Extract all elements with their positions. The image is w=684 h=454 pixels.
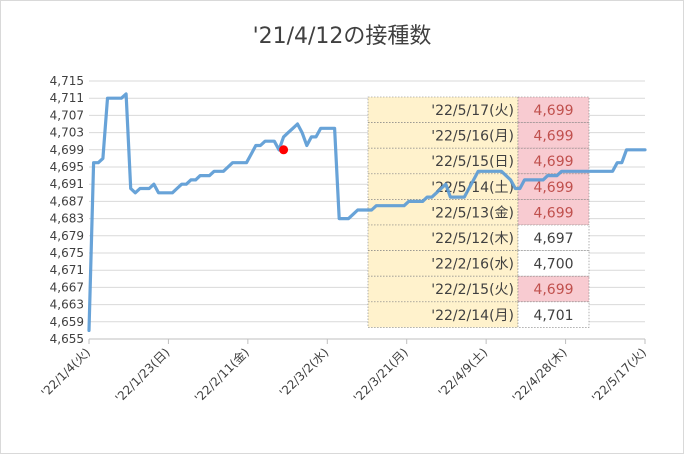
table-date-text: '22/5/13(金) [431,205,514,221]
y-tick-label: 4,691 [50,177,84,191]
y-tick-label: 4,655 [50,332,84,346]
table-date-text: '22/5/16(月) [431,129,514,145]
table-date-cell [367,96,519,123]
y-tick-label: 4,699 [50,143,84,157]
x-tick-label: '22/3/2(水) [277,345,332,400]
x-tick-label: '22/5/17(火) [589,345,649,405]
table-value-text: 4,699 [533,129,573,145]
x-tick-label: '22/2/11(金) [191,345,252,406]
y-tick-label: 4,711 [50,91,84,105]
table-date-text: '22/5/17(火) [431,103,514,119]
y-tick-label: 4,667 [50,280,84,294]
series-line [87,92,647,332]
table-date-cell [367,301,519,328]
table-value-cell [517,173,590,200]
series [87,92,647,332]
table-value-cell [517,199,590,226]
table-date-text: '22/2/14(月) [431,308,514,324]
table-value-text: 4,699 [533,205,573,221]
x-tick-label: '22/4/28(木) [510,345,570,405]
table-date-text: '22/5/14(土) [431,180,514,196]
table-date-text: '22/5/15(日) [431,154,514,170]
table-value-text: 4,700 [533,257,573,273]
table-value-text: 4,699 [533,103,573,119]
y-tick-label: 4,687 [50,194,84,208]
table-value-text: 4,697 [533,231,573,247]
y-tick-label: 4,707 [50,108,84,122]
table-value-cell [517,250,590,277]
x-tick-label: '22/4/9(土) [436,345,491,400]
table-date-cell [367,250,519,277]
table-value-text: 4,701 [533,308,573,324]
y-tick-label: 4,679 [50,229,84,243]
table-date-cell [367,275,519,303]
chart-title: '21/4/12の接種数 [252,24,432,49]
table-date-text: '22/2/16(水) [431,257,514,273]
y-tick-label: 4,695 [50,160,84,174]
x-tick-label: '22/1/4(火) [38,345,93,400]
y-tick-label: 4,703 [50,126,84,140]
y-tick-label: 4,683 [50,212,84,226]
table-date-text: '22/5/12(木) [431,231,514,247]
table-date-text: '22/2/15(火) [431,282,514,298]
x-tick-label: '22/1/23(日) [112,345,172,405]
table-value-text: 4,699 [533,154,573,170]
y-tick-label: 4,659 [50,315,84,329]
x-tick-label: '22/3/21(月) [351,345,411,405]
table-value-text: 4,699 [533,282,573,298]
y-tick-label: 4,715 [50,74,84,88]
table-value-text: 4,699 [533,180,573,196]
highlight-point [279,145,289,155]
y-tick-label: 4,663 [50,298,84,312]
table-date-cell [367,122,519,149]
y-tick-label: 4,675 [50,246,84,260]
y-tick-label: 4,671 [50,263,84,277]
data-table: '22/5/17(火) 4,699 '22/5/16(月) 4,699 '22/5/15… [367,96,590,328]
table-value-cell [517,301,590,328]
